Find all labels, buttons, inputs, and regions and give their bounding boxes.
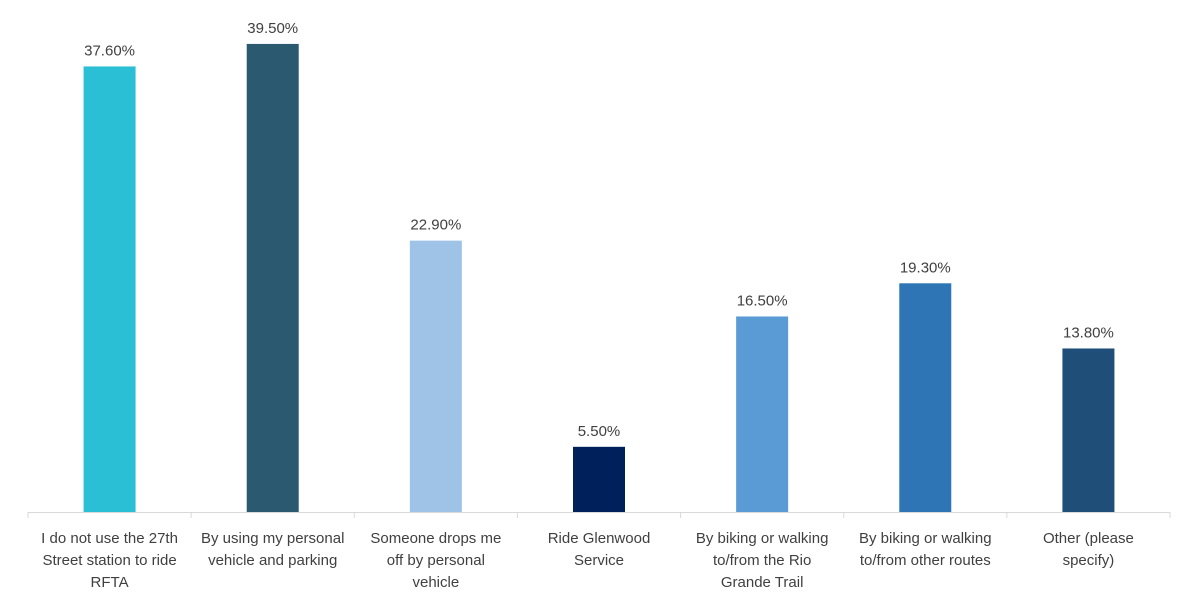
category-label-line: specify) — [1063, 552, 1115, 569]
category-label: By biking or walking to/from other routes — [859, 530, 992, 569]
category-label-line: Ride Glenwood — [548, 530, 651, 547]
category-label-line: By biking or walking — [859, 530, 992, 547]
x-axis-ticks — [27, 512, 1171, 518]
category-label-line: RFTA — [91, 574, 129, 591]
category-label-line: I do not use the 27th — [41, 530, 178, 547]
category-label-line: By biking or walking — [696, 530, 829, 547]
bar-value-label: 5.50% — [578, 423, 621, 440]
bar-value-label: 37.60% — [84, 42, 135, 59]
bar-value-label: 13.80% — [1063, 324, 1114, 341]
category-label-line: vehicle and parking — [208, 552, 337, 569]
category-label-line: off by personal — [387, 552, 485, 569]
bar — [83, 66, 136, 512]
category-label-line: Someone drops me — [370, 530, 501, 547]
bar — [409, 240, 462, 512]
category-label-line: Street station to ride — [42, 552, 176, 569]
category-label: I do not use the 27th Street station to r… — [41, 530, 178, 591]
bar — [736, 316, 789, 512]
category-label-line: By using my personal — [201, 530, 344, 547]
bar — [573, 446, 625, 512]
category-label: Other (please specify) — [1043, 530, 1134, 569]
category-label: By biking or walking to/from the Rio Grand… — [696, 530, 829, 591]
bar — [246, 43, 299, 513]
bar — [899, 283, 952, 512]
bar-value-label: 22.90% — [410, 217, 461, 234]
category-label-line: Other (please — [1043, 530, 1134, 547]
bars-layer — [83, 43, 1115, 513]
category-label-line: vehicle — [413, 574, 460, 591]
bar-value-label: 19.30% — [900, 259, 951, 276]
category-label-line: to/from the Rio — [713, 552, 811, 569]
category-label: By using my personal vehicle and parking — [201, 530, 344, 569]
category-label-line: Service — [574, 552, 624, 569]
category-label-line: Grande Trail — [721, 574, 804, 591]
category-label: Someone drops me off by personal vehicle — [370, 530, 501, 591]
bar-value-label: 39.50% — [247, 20, 298, 37]
category-labels-layer: I do not use the 27th Street station to r… — [41, 530, 1134, 591]
bar-value-label: 16.50% — [737, 292, 788, 309]
bar — [1062, 348, 1115, 512]
category-label: Ride Glenwood Service — [548, 530, 651, 569]
value-labels-layer: 37.60% 39.50% 22.90% 5.50% 16.50% 19.30% 13.80… — [84, 20, 1114, 440]
category-label-line: to/from other routes — [860, 552, 991, 569]
